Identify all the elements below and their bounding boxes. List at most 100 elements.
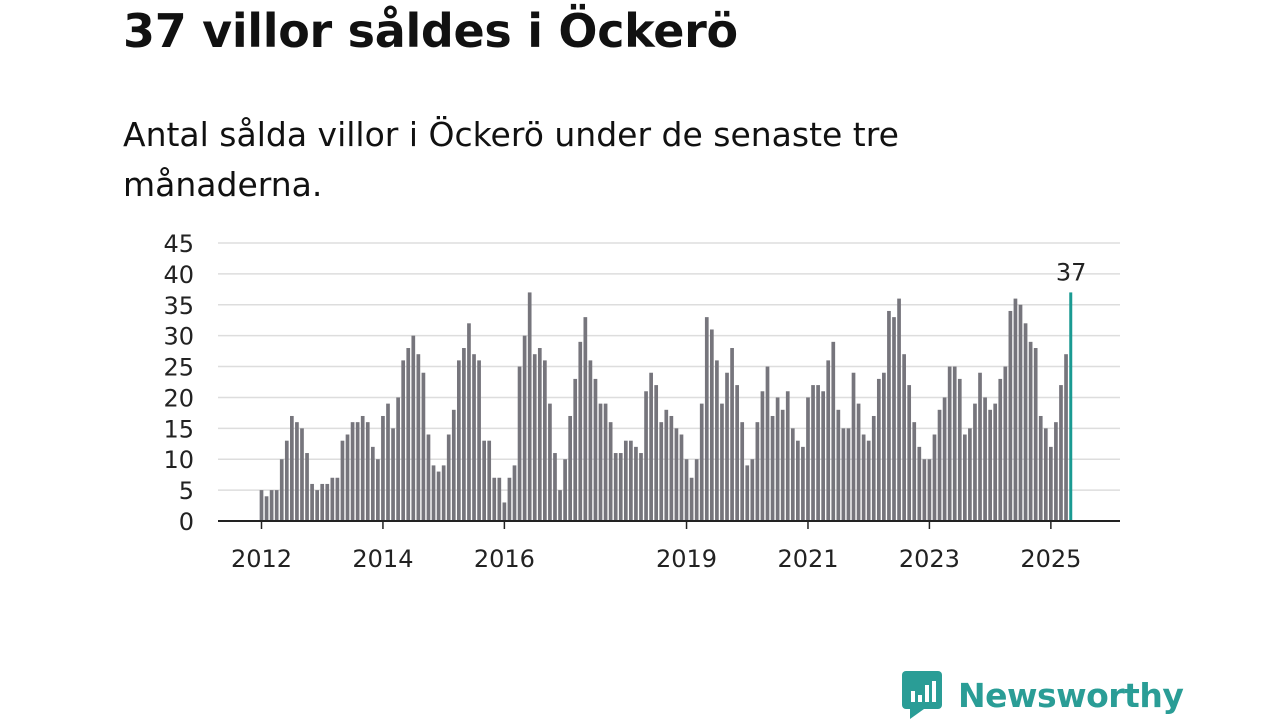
bar [386, 403, 390, 521]
bar [401, 360, 406, 521]
x-tick-label: 2021 [777, 545, 838, 573]
y-tick-label: 35 [163, 292, 194, 320]
chart-title: 37 villor såldes i Öckerö [123, 4, 738, 58]
bar [1018, 304, 1023, 521]
bar [1049, 446, 1053, 521]
bar [532, 354, 537, 521]
bar [1023, 323, 1028, 521]
bar [355, 422, 360, 521]
bar [770, 415, 775, 521]
bar [836, 409, 841, 521]
bar [310, 483, 314, 521]
bar [740, 422, 745, 521]
bar [664, 409, 669, 521]
bar [406, 348, 411, 521]
bar [674, 428, 679, 521]
highlight-label: 37 [1056, 258, 1087, 286]
bar [1054, 422, 1058, 521]
bar [649, 372, 653, 521]
bar [360, 415, 365, 521]
bar [593, 378, 598, 521]
bar [512, 465, 517, 521]
bar [760, 391, 765, 521]
bar [300, 428, 304, 521]
bar [492, 477, 497, 521]
bar [558, 490, 562, 521]
bar [962, 434, 967, 521]
x-tick-label: 2014 [352, 545, 413, 573]
bar [826, 360, 831, 521]
bar [623, 440, 628, 521]
bar [320, 483, 325, 521]
bar [1013, 298, 1018, 521]
bar [568, 415, 573, 521]
bar [806, 397, 810, 521]
bar [957, 378, 962, 521]
bar [446, 434, 451, 521]
y-tick-label: 40 [163, 261, 194, 289]
bar [1059, 385, 1063, 521]
annotations: 37 [1056, 258, 1087, 286]
bar [907, 385, 912, 521]
bar [1028, 341, 1033, 521]
bar [553, 453, 557, 521]
bar [796, 440, 800, 521]
bar [785, 391, 790, 521]
bar [866, 440, 871, 521]
bar [755, 422, 760, 521]
bar [978, 372, 982, 521]
bar [456, 360, 461, 521]
bar [856, 403, 861, 521]
bar [952, 366, 957, 521]
bar [1038, 415, 1043, 521]
bar [947, 366, 952, 521]
bar [720, 403, 724, 521]
bar [578, 341, 583, 521]
bar [436, 471, 441, 521]
bar [704, 317, 709, 521]
bar [735, 385, 739, 521]
bar [426, 434, 431, 521]
bar [345, 434, 350, 521]
bar [654, 385, 659, 521]
bar [988, 409, 992, 521]
bar [588, 360, 593, 521]
bar [851, 372, 856, 521]
bar [482, 440, 486, 521]
bar [669, 415, 674, 521]
x-tick-label: 2025 [1020, 545, 1081, 573]
bar [527, 292, 532, 521]
bar [411, 335, 416, 521]
x-tick-label: 2019 [656, 545, 717, 573]
bar [340, 440, 345, 521]
bar [775, 397, 780, 521]
y-axis-ticks: 0 5 10 15 2025 30 35 40 45 [163, 230, 194, 536]
bar [942, 397, 947, 521]
bar [887, 310, 891, 521]
bar [993, 403, 998, 521]
bar [335, 477, 340, 521]
bar [1043, 428, 1048, 521]
bar [902, 354, 906, 521]
bar [350, 422, 355, 521]
bar [259, 490, 264, 521]
bar [462, 348, 466, 521]
bar [644, 391, 648, 521]
bar [750, 459, 755, 521]
bar [1008, 310, 1013, 521]
bar [391, 428, 395, 521]
bar [882, 372, 886, 521]
bar [1003, 366, 1008, 521]
bar [912, 422, 917, 521]
bar [780, 409, 785, 521]
bar [1064, 354, 1068, 521]
bar [765, 366, 770, 521]
newsworthy-logo: Newsworthy [902, 671, 1184, 719]
newsworthy-logo-icon [902, 671, 942, 719]
bar [497, 477, 502, 521]
bar [416, 354, 421, 521]
chart-subtitle: Antal sålda villor i Öckerö under de sen… [123, 115, 899, 204]
bar [694, 459, 699, 521]
bar [472, 354, 476, 521]
